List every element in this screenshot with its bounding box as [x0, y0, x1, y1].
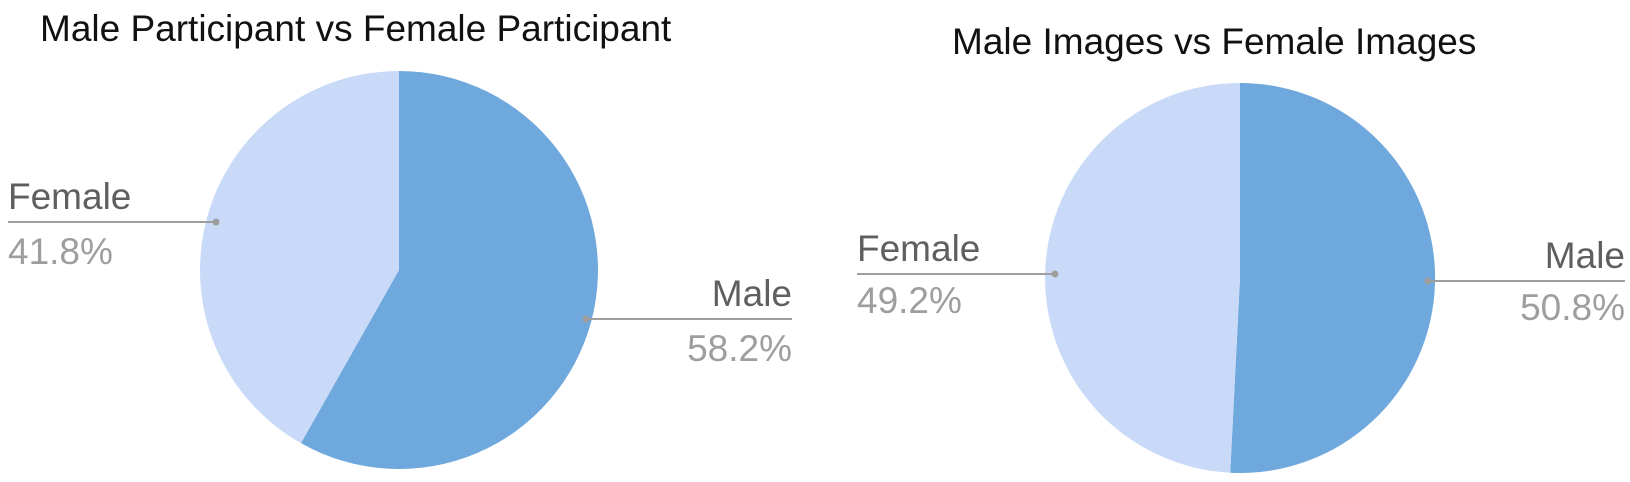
leader-dot-female-participants [212, 218, 220, 226]
pie-slice-male-images [1230, 82, 1436, 473]
chart-title-participants: Male Participant vs Female Participant [40, 8, 672, 49]
pie-slice-female-participants [199, 70, 399, 444]
slice-value-images: 50.8% [1520, 287, 1625, 328]
annotation-male-participants: Male 58.2% [582, 273, 792, 369]
slice-label-male-participants: Male [712, 273, 792, 314]
slice-value-male-participants: 58.2% [687, 328, 792, 369]
pie-slices-images [1045, 82, 1436, 473]
chart-title-images: Male Images vs Female Images [952, 21, 1476, 62]
pie-chart-participants: Male Participant vs Female Participant F… [8, 8, 792, 470]
annotation-male-images: Male 50.8% [1424, 235, 1625, 328]
leader-dot-male-images [1424, 277, 1432, 285]
slice-label-female-participants: Female [8, 176, 131, 217]
pie-slice-male-participants [300, 71, 598, 470]
annotation-female-images: Female 49.2% [857, 228, 1059, 321]
pie-chart-images: Male Images vs Female Images Female 49.2… [857, 21, 1625, 473]
leader-dot-male-participants [582, 315, 590, 323]
pie-slices-participants [199, 70, 598, 470]
annotation-female-participants: Female 41.8% [8, 176, 220, 272]
slice-label-male-images: Male [1545, 235, 1625, 276]
slice-label-female-images: Female [857, 228, 980, 269]
slice-value-female-images: 49.2% [857, 280, 962, 321]
pie-slice-female-images [1045, 83, 1240, 473]
slice-value-female-participants: 41.8% [8, 231, 113, 272]
leader-dot-female-images [1051, 270, 1059, 278]
